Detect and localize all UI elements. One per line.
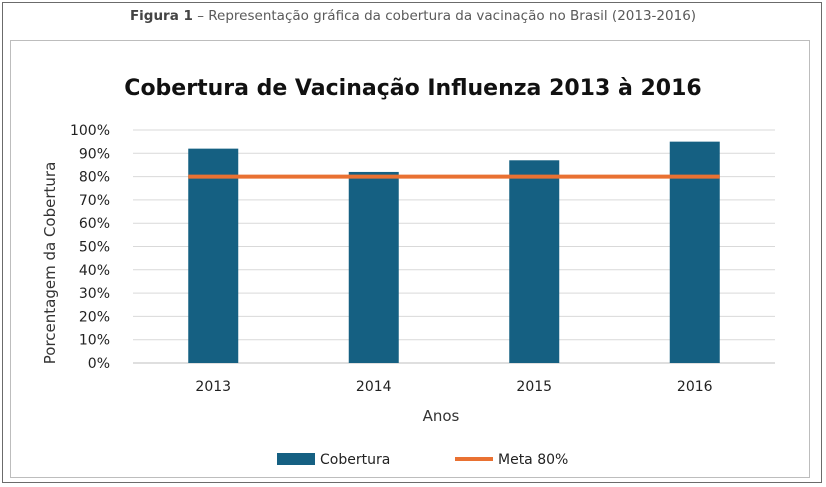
y-tick-label: 40% bbox=[79, 263, 110, 279]
legend-label: Meta 80% bbox=[498, 452, 568, 468]
x-tick-label: 2015 bbox=[516, 379, 552, 395]
y-tick-label: 60% bbox=[79, 216, 110, 232]
bar-2014 bbox=[348, 171, 399, 363]
x-axis-title: Anos bbox=[423, 407, 460, 425]
x-tick-label: 2013 bbox=[195, 379, 231, 395]
y-axis-title: Porcentagem da Cobertura bbox=[41, 162, 59, 365]
legend-label: Cobertura bbox=[320, 452, 390, 468]
y-tick-label: 80% bbox=[79, 170, 110, 186]
y-tick-label: 50% bbox=[79, 240, 110, 256]
bar-2013 bbox=[188, 148, 239, 363]
figure-caption-text: – Representação gráfica da cobertura da … bbox=[192, 8, 697, 24]
y-tick-label: 100% bbox=[70, 123, 110, 139]
x-axis-ticks: 2013 2014 2015 2016 bbox=[195, 379, 712, 395]
x-tick-label: 2016 bbox=[677, 379, 713, 395]
x-tick-label: 2014 bbox=[356, 379, 392, 395]
legend-swatch-cobertura bbox=[277, 453, 315, 465]
figure-caption: Figura 1 – Representação gráfica da cobe… bbox=[0, 8, 826, 24]
chart-panel: Cobertura de Vacinação Influenza 2013 à … bbox=[10, 40, 810, 478]
y-tick-label: 90% bbox=[79, 146, 110, 162]
y-tick-label: 30% bbox=[79, 286, 110, 302]
bar-2015 bbox=[509, 160, 560, 363]
legend: Cobertura Meta 80% bbox=[277, 452, 568, 468]
chart-svg: Cobertura de Vacinação Influenza 2013 à … bbox=[41, 76, 775, 468]
y-tick-label: 10% bbox=[79, 333, 110, 349]
y-axis-ticks: 0% 10% 20% 30% 40% 50% 60% 70% 80% 90% 100% bbox=[70, 123, 110, 372]
figure-label: Figura 1 bbox=[129, 8, 193, 24]
y-tick-label: 20% bbox=[79, 309, 110, 325]
chart-title: Cobertura de Vacinação Influenza 2013 à … bbox=[124, 76, 701, 101]
y-tick-label: 70% bbox=[79, 193, 110, 209]
y-tick-label: 0% bbox=[88, 356, 110, 372]
